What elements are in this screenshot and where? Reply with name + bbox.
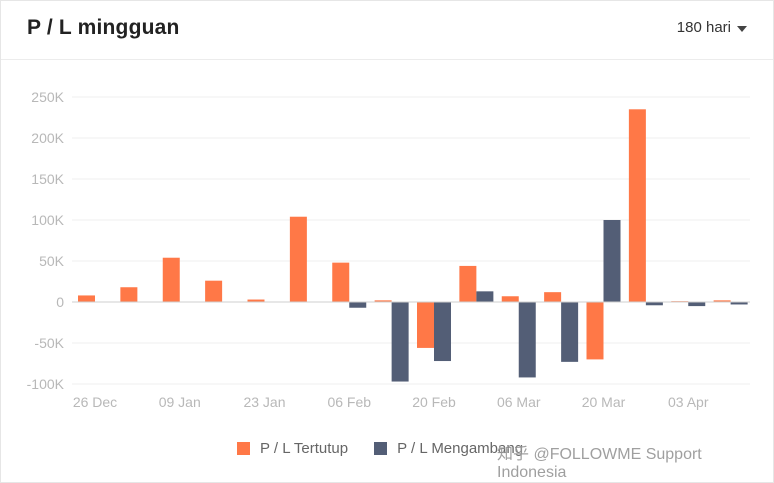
legend-swatch-floating bbox=[374, 442, 388, 455]
bar-closed-20-feb[interactable] bbox=[417, 302, 434, 348]
chart-legend: P / L Tertutup P / L Mengambang bbox=[237, 440, 549, 457]
bar-closed-06-mar[interactable] bbox=[501, 296, 519, 302]
bar-closed-06-feb[interactable] bbox=[332, 262, 350, 302]
bar-closed-13-mar[interactable] bbox=[544, 292, 562, 302]
bar-floating-06-mar[interactable] bbox=[518, 302, 536, 378]
y-tick-label: -100K bbox=[27, 376, 65, 392]
caret-down-icon bbox=[737, 25, 747, 32]
bar-floating-03-apr[interactable] bbox=[688, 302, 706, 307]
bar-closed-16-jan[interactable] bbox=[205, 280, 223, 302]
y-axis-ticks: 250K 200K 150K 100K 50K 0 -50K -100K bbox=[27, 89, 65, 392]
x-tick-label: 09 Jan bbox=[159, 394, 201, 410]
grid-layer bbox=[72, 96, 750, 385]
y-tick-label: 50K bbox=[39, 253, 65, 269]
legend-swatch-closed bbox=[237, 442, 250, 455]
x-tick-label: 23 Jan bbox=[243, 394, 285, 410]
bar-floating-13-mar[interactable] bbox=[561, 302, 579, 362]
x-tick-label: 20 Mar bbox=[582, 394, 626, 410]
bars-layer bbox=[78, 109, 748, 382]
legend-item-closed[interactable]: P / L Tertutup bbox=[237, 440, 348, 457]
y-tick-label: 150K bbox=[31, 171, 64, 187]
y-tick-label: 200K bbox=[31, 130, 64, 146]
watermark: 知乎 @FOLLOWME Support Indonesia bbox=[497, 446, 702, 481]
x-axis-ticks: 26 Dec 09 Jan 23 Jan 06 Feb 20 Feb 06 Mar 20 M… bbox=[73, 394, 709, 410]
bar-closed-23-jan[interactable] bbox=[247, 299, 265, 302]
bar-closed-30-jan[interactable] bbox=[289, 216, 307, 302]
x-tick-label: 06 Feb bbox=[327, 394, 371, 410]
legend-label-closed: P / L Tertutup bbox=[260, 440, 349, 457]
bar-closed-26-dec[interactable] bbox=[78, 295, 95, 302]
y-tick-label: 0 bbox=[56, 294, 64, 310]
legend-label-floating: P / L Mengambang bbox=[397, 440, 524, 457]
x-tick-label: 06 Mar bbox=[497, 394, 541, 410]
bar-closed-27-feb[interactable] bbox=[459, 265, 477, 302]
bar-floating-27-mar[interactable] bbox=[645, 302, 663, 306]
bar-floating-27-feb[interactable] bbox=[476, 291, 494, 302]
bar-floating-20-mar[interactable] bbox=[603, 220, 621, 302]
bar-floating-13-feb[interactable] bbox=[391, 302, 409, 382]
bar-closed-09-jan[interactable] bbox=[162, 257, 180, 302]
bar-closed-27-mar[interactable] bbox=[628, 109, 646, 302]
x-tick-label: 20 Feb bbox=[412, 394, 456, 410]
y-tick-label: -50K bbox=[34, 335, 64, 351]
bar-closed-20-mar[interactable] bbox=[586, 302, 604, 360]
bar-closed-13-feb[interactable] bbox=[374, 300, 392, 302]
bar-floating-06-feb[interactable] bbox=[349, 302, 367, 308]
bar-closed-02-jan[interactable] bbox=[120, 287, 138, 302]
x-tick-label: 26 Dec bbox=[73, 394, 117, 410]
legend-item-floating[interactable]: P / L Mengambang bbox=[374, 440, 523, 457]
bar-floating-20-feb[interactable] bbox=[434, 302, 451, 362]
y-tick-label: 100K bbox=[31, 212, 64, 228]
bar-closed-10-apr[interactable] bbox=[713, 300, 731, 302]
x-tick-label: 03 Apr bbox=[668, 394, 709, 410]
range-dropdown[interactable]: 180 hari bbox=[677, 19, 747, 36]
card-header: P / L mingguan 180 hari bbox=[1, 1, 773, 60]
page-title: P / L mingguan bbox=[27, 16, 180, 39]
range-label: 180 hari bbox=[676, 19, 731, 36]
y-tick-label: 250K bbox=[31, 89, 64, 105]
bar-floating-10-apr[interactable] bbox=[730, 302, 748, 305]
